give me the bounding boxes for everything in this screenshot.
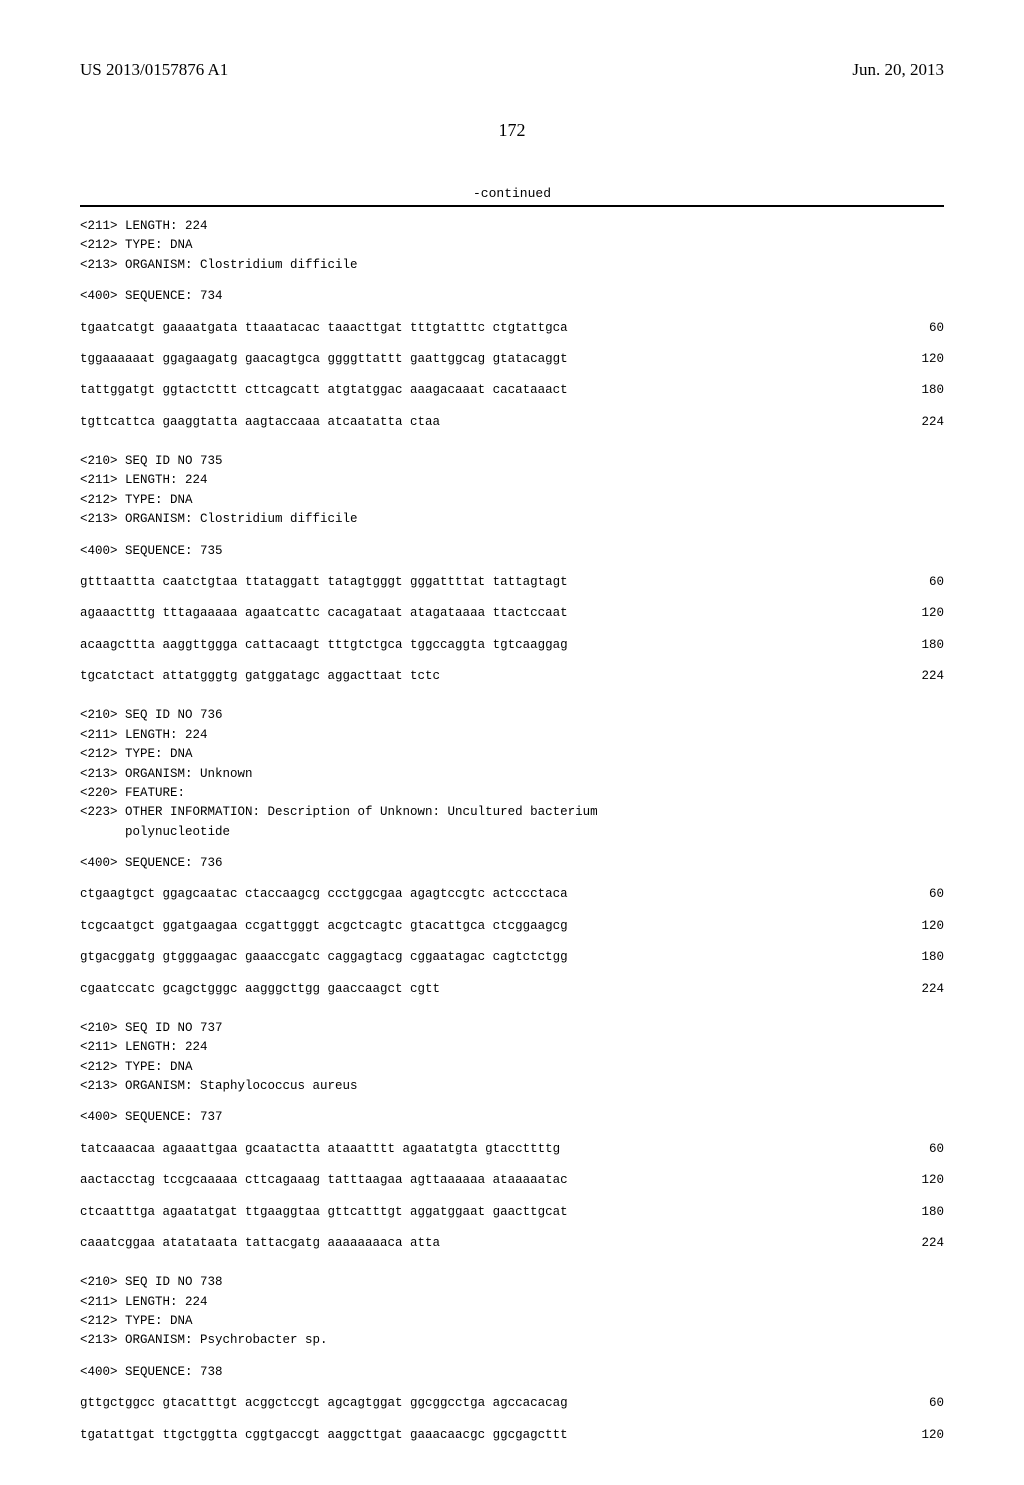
seq-label: <400> SEQUENCE: 737	[80, 1108, 944, 1127]
seq-row: tattggatgt ggtactcttt cttcagcatt atgtatg…	[80, 381, 944, 400]
sequence-listing: <211> LENGTH: 224 <212> TYPE: DNA <213> …	[80, 217, 944, 1445]
patent-page: US 2013/0157876 A1 Jun. 20, 2013 172 -co…	[0, 0, 1024, 1485]
seq-label: <400> SEQUENCE: 738	[80, 1363, 944, 1382]
seq-text: cgaatccatc gcagctgggc aagggcttgg gaaccaa…	[80, 980, 440, 999]
seq-row: ctgaagtgct ggagcaatac ctaccaagcg ccctggc…	[80, 885, 944, 904]
seq-meta: <210> SEQ ID NO 737	[80, 1019, 944, 1038]
seq-row: tcgcaatgct ggatgaagaa ccgattgggt acgctca…	[80, 917, 944, 936]
seq-pos: 120	[874, 1426, 944, 1445]
seq-meta: <211> LENGTH: 224	[80, 217, 944, 236]
seq-pos: 180	[874, 636, 944, 655]
publication-date: Jun. 20, 2013	[852, 60, 944, 80]
seq-row: ctcaatttga agaatatgat ttgaaggtaa gttcatt…	[80, 1203, 944, 1222]
seq-pos: 60	[874, 1394, 944, 1413]
seq-meta: <211> LENGTH: 224	[80, 726, 944, 745]
publication-number: US 2013/0157876 A1	[80, 60, 228, 80]
seq-pos: 60	[874, 319, 944, 338]
seq-row: gtttaattta caatctgtaa ttataggatt tatagtg…	[80, 573, 944, 592]
seq-meta: <212> TYPE: DNA	[80, 491, 944, 510]
seq-meta: <212> TYPE: DNA	[80, 1058, 944, 1077]
seq-pos: 180	[874, 381, 944, 400]
seq-text: tgcatctact attatgggtg gatggatagc aggactt…	[80, 667, 440, 686]
seq-text: tattggatgt ggtactcttt cttcagcatt atgtatg…	[80, 381, 568, 400]
seq-pos: 120	[874, 604, 944, 623]
seq-pos: 180	[874, 1203, 944, 1222]
seq-text: tggaaaaaat ggagaagatg gaacagtgca ggggtta…	[80, 350, 568, 369]
seq-pos: 180	[874, 948, 944, 967]
seq-label: <400> SEQUENCE: 735	[80, 542, 944, 561]
seq-meta: <213> ORGANISM: Staphylococcus aureus	[80, 1077, 944, 1096]
seq-meta: <220> FEATURE:	[80, 784, 944, 803]
seq-row: tgttcattca gaaggtatta aagtaccaaa atcaata…	[80, 413, 944, 432]
seq-meta: <212> TYPE: DNA	[80, 1312, 944, 1331]
seq-row: tgcatctact attatgggtg gatggatagc aggactt…	[80, 667, 944, 686]
page-header: US 2013/0157876 A1 Jun. 20, 2013	[80, 60, 944, 80]
continued-label: -continued	[80, 186, 944, 201]
horizontal-rule	[80, 205, 944, 207]
seq-meta: <210> SEQ ID NO 736	[80, 706, 944, 725]
seq-meta: <213> ORGANISM: Clostridium difficile	[80, 256, 944, 275]
seq-pos: 224	[874, 667, 944, 686]
seq-pos: 120	[874, 917, 944, 936]
seq-meta: <212> TYPE: DNA	[80, 745, 944, 764]
seq-label: <400> SEQUENCE: 734	[80, 287, 944, 306]
seq-text: tcgcaatgct ggatgaagaa ccgattgggt acgctca…	[80, 917, 568, 936]
seq-text: ctcaatttga agaatatgat ttgaaggtaa gttcatt…	[80, 1203, 568, 1222]
seq-row: tggaaaaaat ggagaagatg gaacagtgca ggggtta…	[80, 350, 944, 369]
seq-meta: <211> LENGTH: 224	[80, 1038, 944, 1057]
seq-meta: polynucleotide	[80, 823, 944, 842]
seq-text: tgaatcatgt gaaaatgata ttaaatacac taaactt…	[80, 319, 568, 338]
seq-pos: 120	[874, 1171, 944, 1190]
seq-text: tgatattgat ttgctggtta cggtgaccgt aaggctt…	[80, 1426, 568, 1445]
seq-text: aactacctag tccgcaaaaa cttcagaaag tatttaa…	[80, 1171, 568, 1190]
seq-text: tatcaaacaa agaaattgaa gcaatactta ataaatt…	[80, 1140, 560, 1159]
seq-pos: 224	[874, 1234, 944, 1253]
seq-meta: <213> ORGANISM: Clostridium difficile	[80, 510, 944, 529]
seq-pos: 60	[874, 573, 944, 592]
seq-pos: 120	[874, 350, 944, 369]
seq-text: tgttcattca gaaggtatta aagtaccaaa atcaata…	[80, 413, 440, 432]
seq-meta: <211> LENGTH: 224	[80, 1293, 944, 1312]
seq-pos: 224	[874, 980, 944, 999]
seq-meta: <210> SEQ ID NO 738	[80, 1273, 944, 1292]
seq-row: tgaatcatgt gaaaatgata ttaaatacac taaactt…	[80, 319, 944, 338]
seq-row: agaaactttg tttagaaaaa agaatcattc cacagat…	[80, 604, 944, 623]
seq-row: gtgacggatg gtgggaagac gaaaccgatc caggagt…	[80, 948, 944, 967]
seq-meta: <210> SEQ ID NO 735	[80, 452, 944, 471]
seq-text: gtttaattta caatctgtaa ttataggatt tatagtg…	[80, 573, 568, 592]
seq-text: agaaactttg tttagaaaaa agaatcattc cacagat…	[80, 604, 568, 623]
seq-text: gtgacggatg gtgggaagac gaaaccgatc caggagt…	[80, 948, 568, 967]
seq-text: gttgctggcc gtacatttgt acggctccgt agcagtg…	[80, 1394, 568, 1413]
seq-row: aactacctag tccgcaaaaa cttcagaaag tatttaa…	[80, 1171, 944, 1190]
seq-text: caaatcggaa atatataata tattacgatg aaaaaaa…	[80, 1234, 440, 1253]
seq-pos: 60	[874, 1140, 944, 1159]
seq-meta: <213> ORGANISM: Unknown	[80, 765, 944, 784]
seq-meta: <211> LENGTH: 224	[80, 471, 944, 490]
page-number: 172	[80, 120, 944, 141]
seq-row: tatcaaacaa agaaattgaa gcaatactta ataaatt…	[80, 1140, 944, 1159]
seq-text: acaagcttta aaggttggga cattacaagt tttgtct…	[80, 636, 568, 655]
seq-row: tgatattgat ttgctggtta cggtgaccgt aaggctt…	[80, 1426, 944, 1445]
seq-row: caaatcggaa atatataata tattacgatg aaaaaaa…	[80, 1234, 944, 1253]
seq-meta: <212> TYPE: DNA	[80, 236, 944, 255]
seq-row: gttgctggcc gtacatttgt acggctccgt agcagtg…	[80, 1394, 944, 1413]
seq-pos: 60	[874, 885, 944, 904]
seq-label: <400> SEQUENCE: 736	[80, 854, 944, 873]
seq-meta: <213> ORGANISM: Psychrobacter sp.	[80, 1331, 944, 1350]
seq-row: cgaatccatc gcagctgggc aagggcttgg gaaccaa…	[80, 980, 944, 999]
seq-pos: 224	[874, 413, 944, 432]
seq-meta: <223> OTHER INFORMATION: Description of …	[80, 803, 944, 822]
seq-text: ctgaagtgct ggagcaatac ctaccaagcg ccctggc…	[80, 885, 568, 904]
seq-row: acaagcttta aaggttggga cattacaagt tttgtct…	[80, 636, 944, 655]
